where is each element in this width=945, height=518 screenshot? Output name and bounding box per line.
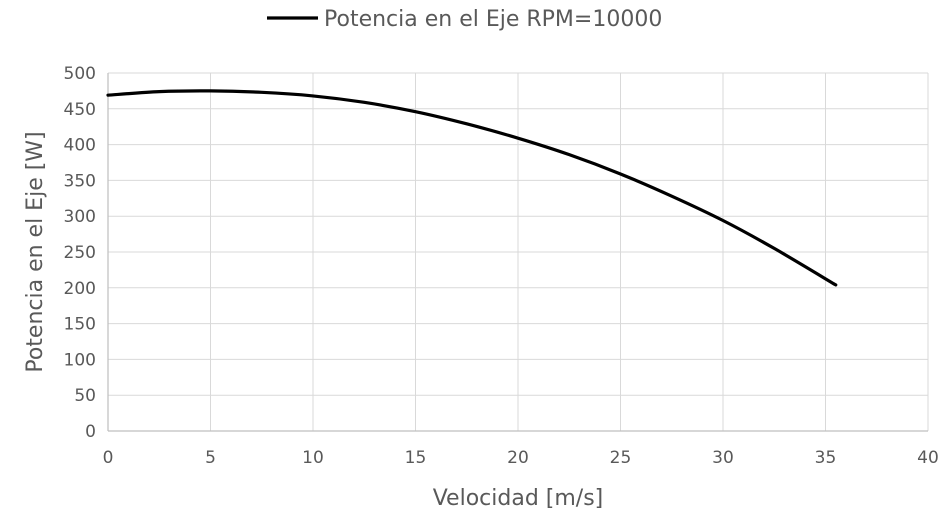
x-tick-label: 0 bbox=[103, 448, 114, 468]
y-tick-label: 450 bbox=[64, 100, 96, 120]
y-tick-label: 100 bbox=[64, 350, 96, 370]
y-tick-label: 0 bbox=[85, 422, 96, 442]
x-tick-label: 10 bbox=[302, 448, 324, 468]
y-tick-label: 500 bbox=[64, 64, 96, 84]
y-tick-label: 400 bbox=[64, 136, 96, 156]
y-tick-label: 200 bbox=[64, 279, 96, 299]
x-tick-label: 20 bbox=[507, 448, 529, 468]
axes bbox=[107, 73, 928, 432]
x-tick-label: 25 bbox=[610, 448, 632, 468]
x-tick-label: 30 bbox=[712, 448, 734, 468]
x-tick-label: 40 bbox=[917, 448, 939, 468]
x-tick-labels: 0 5 10 15 20 25 30 35 40 bbox=[103, 448, 939, 468]
gridlines bbox=[108, 72, 929, 431]
x-tick-label: 5 bbox=[205, 448, 216, 468]
y-tick-label: 350 bbox=[64, 171, 96, 191]
y-tick-label: 50 bbox=[74, 386, 96, 406]
legend: Potencia en el Eje RPM=10000 bbox=[267, 7, 662, 32]
x-tick-label: 35 bbox=[815, 448, 837, 468]
y-tick-labels: 0 50 100 150 200 250 300 350 400 450 500 bbox=[64, 64, 96, 442]
x-tick-label: 15 bbox=[405, 448, 427, 468]
x-axis-title: Velocidad [m/s] bbox=[433, 486, 604, 511]
series-line bbox=[106, 89, 838, 287]
y-tick-label: 300 bbox=[64, 207, 96, 227]
legend-label: Potencia en el Eje RPM=10000 bbox=[324, 7, 662, 32]
y-axis-title: Potencia en el Eje [W] bbox=[23, 131, 48, 372]
series-layer bbox=[106, 89, 838, 287]
y-tick-label: 250 bbox=[64, 243, 96, 263]
y-tick-label: 150 bbox=[64, 315, 96, 335]
